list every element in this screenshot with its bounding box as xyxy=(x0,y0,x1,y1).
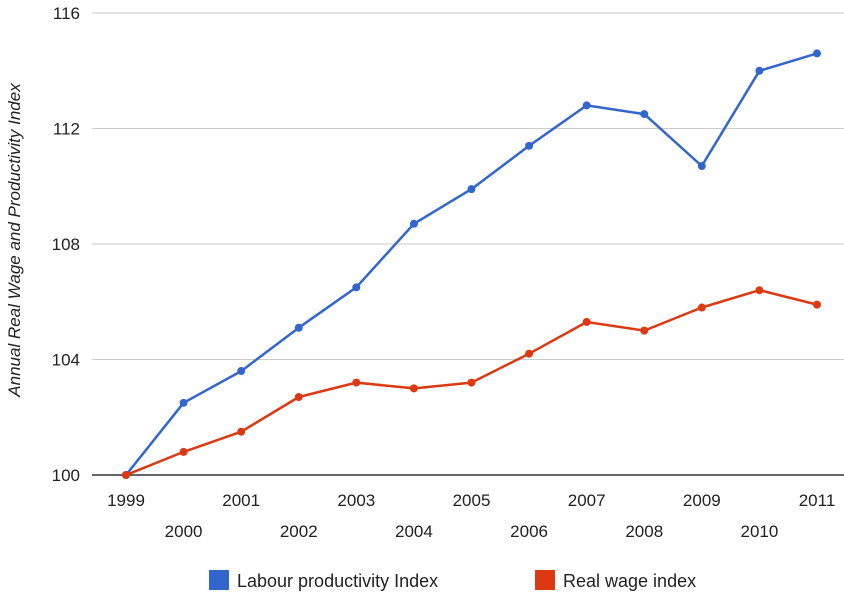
data-point xyxy=(697,303,706,312)
y-tick-label: 104 xyxy=(52,351,80,370)
x-tick-label: 2003 xyxy=(337,491,375,510)
y-tick-label: 112 xyxy=(53,120,80,139)
legend-label: Labour productivity Index xyxy=(237,571,438,591)
data-point xyxy=(409,384,418,393)
x-tick-label: 2001 xyxy=(222,491,260,510)
legend-swatch xyxy=(535,570,555,590)
x-tick-label: 2007 xyxy=(568,491,606,510)
data-point xyxy=(640,110,649,119)
x-tick-label: 2000 xyxy=(165,522,203,541)
x-tick-label: 2002 xyxy=(280,522,318,541)
x-tick-label: 2011 xyxy=(799,491,836,510)
data-point xyxy=(582,101,591,110)
x-tick-label: 2008 xyxy=(625,522,663,541)
x-tick-label: 1999 xyxy=(107,491,145,510)
data-point xyxy=(813,49,821,58)
x-axis-ticks: 1999 2000 2001 2002 2003 2004 2005 2006 2007 2008… xyxy=(107,491,835,541)
legend: Labour productivity Index Real wage index xyxy=(209,570,696,591)
x-tick-label: 2004 xyxy=(395,522,433,541)
data-point xyxy=(294,323,303,332)
data-point xyxy=(755,286,764,295)
data-point xyxy=(467,378,476,387)
data-point xyxy=(179,447,188,456)
data-point xyxy=(697,162,706,171)
series-2 xyxy=(122,286,821,479)
legend-label: Real wage index xyxy=(563,571,696,591)
data-point xyxy=(582,317,591,326)
y-axis-ticks: 100 104 108 112 116 xyxy=(52,4,80,485)
data-point xyxy=(525,349,534,358)
data-point xyxy=(813,300,821,309)
data-point xyxy=(525,141,534,150)
data-point xyxy=(467,185,476,194)
data-point xyxy=(352,283,361,292)
series-line xyxy=(124,52,819,477)
series-1 xyxy=(122,49,821,479)
x-tick-label: 2005 xyxy=(453,491,491,510)
data-point xyxy=(294,393,303,402)
data-point xyxy=(409,219,418,228)
data-point xyxy=(237,427,246,436)
gridlines xyxy=(92,12,844,476)
data-point xyxy=(122,471,130,479)
y-tick-label: 108 xyxy=(52,235,80,254)
y-tick-label: 116 xyxy=(53,4,80,23)
y-tick-label: 100 xyxy=(52,466,80,485)
data-point xyxy=(640,326,649,335)
series-lines xyxy=(122,49,821,479)
data-point xyxy=(237,367,246,376)
data-point xyxy=(352,378,361,387)
data-point xyxy=(179,398,188,407)
x-tick-label: 2010 xyxy=(741,522,779,541)
x-tick-label: 2006 xyxy=(510,522,548,541)
y-axis-title: Annual Real Wage and Productivity Index xyxy=(5,83,24,398)
data-point xyxy=(755,66,764,75)
legend-swatch xyxy=(209,570,229,590)
x-tick-label: 2009 xyxy=(683,491,721,510)
